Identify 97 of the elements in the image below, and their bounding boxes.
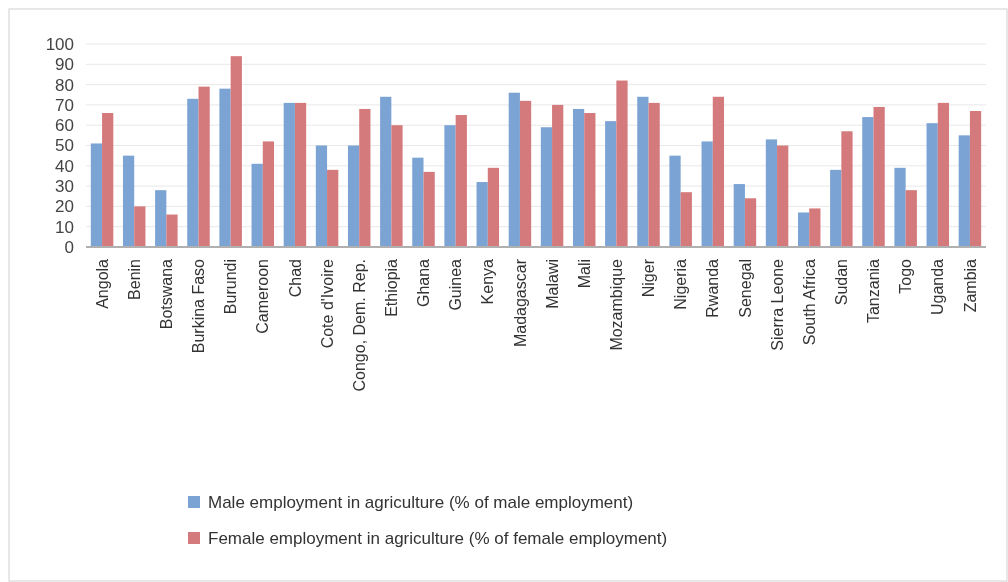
x-tick-label: Madagascar (511, 258, 529, 348)
bar (315, 145, 328, 247)
bar (958, 135, 970, 247)
y-tick-label: 10 (55, 217, 74, 237)
bar (797, 212, 810, 247)
bar (894, 167, 906, 247)
bar (102, 113, 114, 247)
x-tick-label: Cote d'Ivoire (318, 258, 336, 349)
bar (905, 190, 917, 247)
x-tick-label: Chad (286, 259, 304, 298)
y-tick-label: 60 (55, 116, 74, 136)
x-tick-label: Senegal (736, 259, 754, 318)
y-tick-label: 90 (55, 55, 74, 75)
bar (733, 184, 745, 247)
bar (680, 192, 692, 247)
bar (327, 169, 339, 247)
bar (926, 123, 938, 247)
bar (347, 145, 360, 247)
bar (937, 102, 950, 247)
bar (969, 110, 982, 247)
bar (830, 169, 842, 247)
bar (90, 143, 103, 247)
x-tick-label: Benin (125, 259, 143, 300)
bar (166, 214, 178, 247)
bar (198, 86, 210, 247)
bar (552, 104, 564, 247)
bar (283, 102, 295, 247)
bar (444, 125, 456, 247)
bar (701, 141, 713, 247)
bar (862, 117, 874, 247)
x-tick-label: Malawi (543, 259, 561, 309)
x-tick-label: Ethiopia (382, 258, 400, 317)
y-tick-label: 30 (55, 177, 74, 197)
bar (777, 145, 789, 247)
x-tick-label: Kenya (479, 258, 497, 305)
x-tick-label: Sudan (832, 259, 850, 306)
bar (508, 92, 520, 247)
x-tick-label: Niger (640, 258, 658, 298)
bar (380, 96, 392, 247)
bar (412, 157, 424, 247)
bar (765, 139, 778, 247)
bar (572, 108, 585, 247)
bar (873, 106, 885, 247)
legend-label: Male employment in agriculture (% of male employment) (208, 492, 634, 512)
bar (648, 102, 660, 247)
bar (476, 182, 488, 247)
bar (455, 115, 467, 247)
y-tick-label: 20 (55, 197, 74, 217)
bar (262, 141, 275, 247)
x-tick-label: South Africa (800, 258, 818, 346)
bar (122, 155, 135, 247)
x-tick-label: Nigeria (672, 258, 690, 310)
x-tick-label: Mozambique (607, 258, 625, 351)
x-tick-label: Guinea (447, 258, 465, 311)
bar (519, 100, 532, 247)
bar (251, 163, 263, 247)
bar (359, 108, 371, 247)
x-tick-label: Angola (93, 258, 111, 309)
bar (712, 96, 725, 247)
legend-label: Female employment in agriculture (% of female employment) (208, 528, 668, 548)
x-tick-label: Uganda (929, 258, 947, 316)
bar (230, 56, 242, 247)
y-tick-label: 100 (45, 34, 74, 54)
bar (134, 206, 146, 247)
x-tick-label: Cameroon (254, 259, 272, 334)
bar (155, 190, 167, 247)
bar (219, 88, 231, 247)
y-tick-label: 0 (64, 237, 74, 257)
x-tick-label: Botswana (157, 258, 175, 330)
bar (187, 98, 199, 247)
bar (294, 102, 307, 247)
bar (391, 125, 403, 247)
bar (423, 171, 435, 247)
bar (616, 80, 628, 247)
x-tick-label: Zambia (961, 258, 979, 313)
x-tick-label: Sierra Leone (768, 258, 786, 351)
bar (744, 198, 757, 247)
bar (841, 131, 853, 247)
x-tick-label: Burundi (222, 259, 240, 315)
bar (605, 121, 617, 247)
x-tick-label: Burkina Faso (190, 258, 208, 354)
x-tick-label: Congo, Dem. Rep. (350, 259, 368, 392)
x-tick-label: Rwanda (704, 258, 722, 318)
bar (669, 155, 681, 247)
bar (487, 167, 500, 247)
bar (637, 96, 649, 247)
bar (809, 208, 821, 247)
bar (540, 127, 553, 247)
x-tick-label: Togo (897, 258, 915, 294)
x-tick-label: Tanzania (865, 258, 883, 324)
y-tick-label: 70 (55, 95, 74, 115)
x-tick-label: Mali (575, 259, 593, 289)
y-tick-label: 50 (55, 136, 74, 156)
y-tick-label: 80 (55, 75, 74, 95)
x-tick-label: Ghana (415, 258, 433, 308)
bar (584, 113, 596, 247)
y-tick-label: 40 (55, 156, 74, 176)
